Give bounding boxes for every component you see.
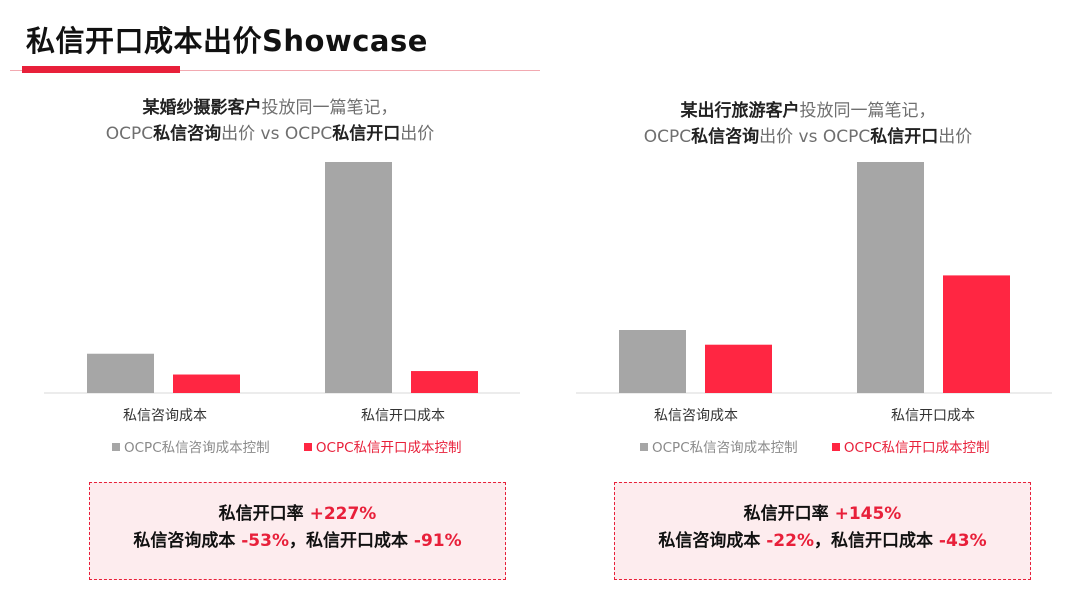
bar-consult-cost-control — [87, 353, 154, 393]
bar-open-cost-control — [411, 371, 478, 393]
page-title: 私信开口成本出价Showcase — [26, 24, 428, 58]
legend-item: OCPC私信开口成本控制 — [303, 440, 462, 456]
legend-item: OCPC私信咨询成本控制 — [640, 440, 798, 456]
legend-label: OCPC私信开口成本控制 — [843, 440, 990, 456]
chart-1-legend: OCPC私信咨询成本控制 OCPC私信开口成本控制 — [112, 436, 462, 456]
chart-2-category-label: 私信咨询成本 — [654, 408, 738, 424]
result-separator: ， — [814, 531, 831, 551]
chart-2-category-label: 私信开口成本 — [891, 408, 975, 424]
chart-2-result-box: 私信开口率 +145% 私信咨询成本 -22%，私信开口成本 -43% — [614, 482, 1031, 580]
bar-consult-cost-control — [857, 162, 924, 393]
legend-swatch — [112, 443, 120, 451]
result-label: 私信开口率 — [743, 504, 829, 524]
chart-1-category-label: 私信咨询成本 — [123, 408, 207, 424]
legend-swatch — [640, 443, 648, 451]
chart-2-subtitle: 某出行旅游客户投放同一篇笔记， OCPC私信咨询出价 vs OCPC私信开口出价 — [578, 98, 1038, 150]
result-value: -43% — [938, 531, 987, 551]
bar-consult-cost-control — [325, 162, 392, 393]
bar-open-cost-control — [173, 374, 240, 393]
title-accent-bar — [22, 66, 180, 73]
chart-1-category-label: 私信开口成本 — [361, 408, 445, 424]
chart-1-sub-text: OCPC — [105, 124, 154, 144]
legend-item: OCPC私信开口成本控制 — [831, 440, 990, 456]
chart-2-sub-text: 出价 — [938, 127, 973, 147]
chart-1-client: 某婚纱摄影客户 — [142, 98, 262, 118]
chart-2-sub-text: OCPC — [643, 127, 692, 147]
result-label: 私信开口率 — [218, 504, 304, 524]
chart-2-sub-bold: 私信咨询 — [691, 127, 760, 147]
result-label: 私信咨询成本 — [658, 531, 761, 551]
result-separator: ， — [289, 531, 306, 551]
legend-label: OCPC私信咨询成本控制 — [652, 440, 798, 456]
result-value: -91% — [413, 531, 462, 551]
chart-1-sub-bold: 私信开口 — [332, 124, 401, 144]
chart-2-sub-bold: 私信开口 — [870, 127, 939, 147]
result-value: -53% — [241, 531, 289, 551]
chart-2-action: 投放同一篇笔记， — [799, 101, 936, 121]
bar-consult-cost-control — [619, 330, 686, 393]
chart-2-client: 某出行旅游客户 — [680, 101, 800, 121]
result-label: 私信咨询成本 — [133, 531, 236, 551]
chart-2-legend: OCPC私信咨询成本控制 OCPC私信开口成本控制 — [640, 436, 990, 456]
legend-swatch — [303, 443, 312, 451]
chart-1-sub-bold: 私信咨询 — [153, 124, 222, 144]
bar-open-cost-control — [705, 344, 772, 393]
result-value: -22% — [766, 531, 814, 551]
chart-2-sub-text: 出价 vs OCPC — [759, 127, 871, 147]
chart-1-sub-text: 出价 — [400, 124, 435, 144]
result-label: 私信开口成本 — [306, 531, 408, 551]
result-value: +227% — [309, 504, 377, 524]
legend-swatch — [831, 443, 840, 451]
result-value: +145% — [834, 504, 902, 524]
bar-open-cost-control — [943, 275, 1010, 393]
legend-item: OCPC私信咨询成本控制 — [112, 440, 270, 456]
legend-label: OCPC私信咨询成本控制 — [124, 440, 270, 456]
legend-label: OCPC私信开口成本控制 — [315, 440, 462, 456]
chart-1-subtitle: 某婚纱摄影客户投放同一篇笔记， OCPC私信咨询出价 vs OCPC私信开口出价 — [40, 95, 500, 147]
chart-1-result-box: 私信开口率 +227% 私信咨询成本 -53%，私信开口成本 -91% — [89, 482, 506, 580]
result-label: 私信开口成本 — [831, 531, 933, 551]
chart-1-action: 投放同一篇笔记， — [261, 98, 398, 118]
title-divider — [10, 70, 540, 71]
chart-1-sub-text: 出价 vs OCPC — [221, 124, 333, 144]
